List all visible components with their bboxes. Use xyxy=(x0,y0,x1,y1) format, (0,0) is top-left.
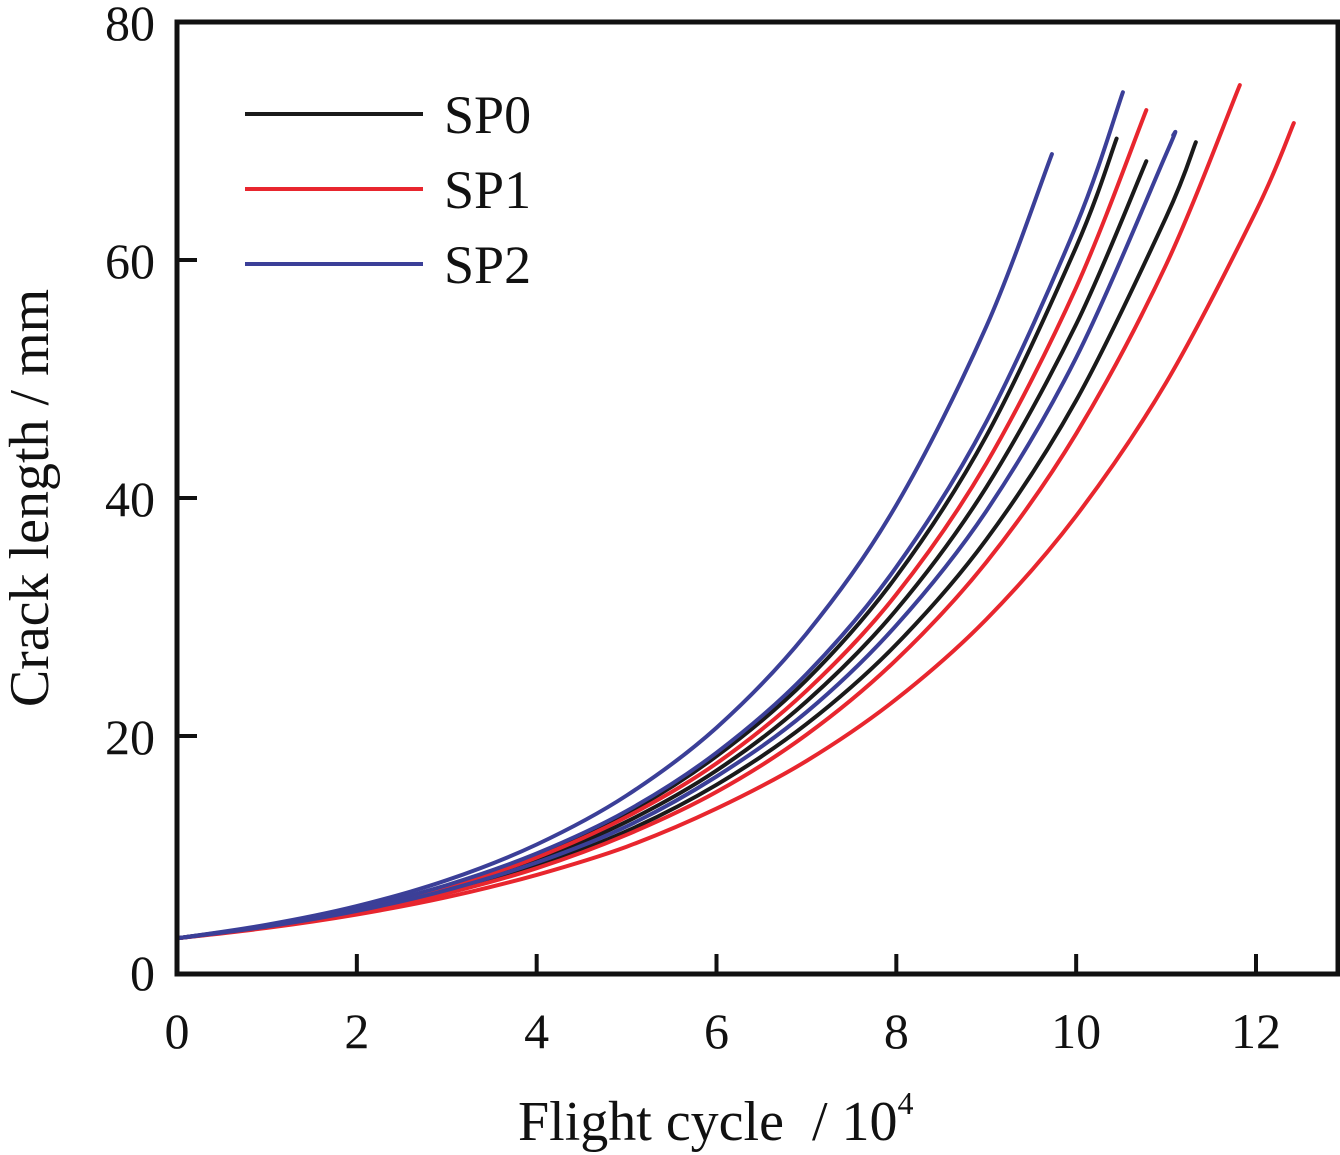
x-tick-label: 6 xyxy=(704,1003,729,1059)
x-axis-title: Flight cycle / 104 xyxy=(518,1085,914,1153)
legend-item-sp1: SP1 xyxy=(245,160,531,220)
series-line-sp0-2 xyxy=(175,159,1149,941)
x-axis-title-main: Flight cycle / 10 xyxy=(518,1091,898,1153)
y-axis-title: Crack length / mm xyxy=(0,289,61,707)
y-tick-label: 60 xyxy=(105,233,155,289)
x-tick-label: 0 xyxy=(165,1003,190,1059)
series-line-sp1-3 xyxy=(175,121,1296,941)
series-line-sp0-3 xyxy=(175,140,1198,941)
series-line-sp2-3 xyxy=(175,129,1178,941)
ticks-layer: 0 2 4 6 8 10 12 0 20 40 60 80 xyxy=(105,0,1281,1059)
legend-item-sp2: SP2 xyxy=(245,235,531,295)
legend: SP0 SP1 SP2 xyxy=(245,85,531,295)
y-tick-label: 0 xyxy=(130,945,155,1001)
x-tick-label: 4 xyxy=(524,1003,549,1059)
plot-frame xyxy=(174,19,1340,977)
y-tick-label: 80 xyxy=(105,0,155,51)
x-tick-label: 12 xyxy=(1231,1003,1281,1059)
series-line-sp2-1 xyxy=(175,152,1054,941)
series-line-sp2-2 xyxy=(175,90,1125,941)
y-tick-label: 20 xyxy=(105,709,155,765)
y-tick-label: 40 xyxy=(105,471,155,527)
legend-label: SP1 xyxy=(444,160,531,220)
x-axis-title-superscript: 4 xyxy=(898,1085,914,1121)
legend-label: SP0 xyxy=(444,85,531,145)
x-tick-label: 8 xyxy=(884,1003,909,1059)
legend-item-sp0: SP0 xyxy=(245,85,531,145)
legend-label: SP2 xyxy=(444,235,531,295)
x-tick-label: 2 xyxy=(344,1003,369,1059)
x-tick-label: 10 xyxy=(1051,1003,1101,1059)
series-layer xyxy=(175,83,1296,941)
